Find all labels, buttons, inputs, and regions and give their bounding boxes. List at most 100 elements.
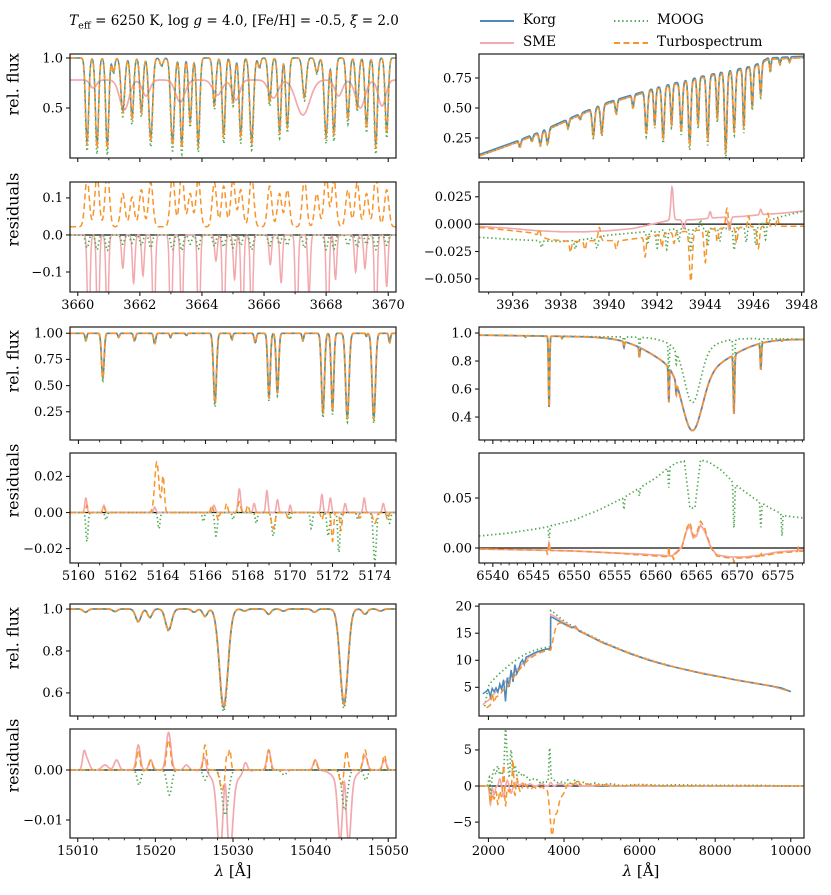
svg-text:6555: 6555: [598, 569, 631, 584]
panel-residuals-3936-3948: 3936 3938 3940 3942 3944 3946 3948 0.025 0.000 −0…: [424, 176, 818, 320]
svg-text:3660: 3660: [61, 298, 94, 313]
svg-text:3666: 3666: [248, 298, 281, 313]
legend-item-sme: SME: [480, 32, 556, 52]
svg-text:6545: 6545: [517, 569, 550, 584]
legend-label-moog: MOOG: [657, 12, 704, 28]
svg-text:5168: 5168: [231, 569, 264, 584]
legend-label-turbospectrum: Turbospectrum: [657, 34, 763, 50]
svg-text:0.00: 0.00: [34, 763, 63, 778]
svg-text:5164: 5164: [147, 569, 180, 584]
svg-text:3940: 3940: [592, 298, 625, 313]
svg-text:0.25: 0.25: [443, 131, 472, 146]
svg-text:6540: 6540: [476, 569, 509, 584]
moog-line-swatch: [614, 11, 648, 30]
svg-text:−0.050: −0.050: [424, 272, 472, 287]
legend-item-moog: MOOG: [614, 10, 704, 30]
svg-text:0.75: 0.75: [34, 353, 63, 368]
svg-text:8000: 8000: [699, 844, 732, 859]
svg-text:0.00: 0.00: [34, 506, 63, 521]
svg-text:10000: 10000: [770, 844, 811, 859]
panel-sed-2000-10000: 5 10 15 20: [429, 598, 810, 744]
legend-label-sme: SME: [523, 34, 556, 50]
svg-text:3936: 3936: [496, 298, 529, 313]
svg-text:15050: 15050: [368, 844, 409, 859]
panel-relflux-5160-5175: 0.25 0.50 0.75 1.00: [20, 321, 402, 468]
svg-text:3944: 3944: [689, 298, 722, 313]
svg-text:0.6: 0.6: [42, 686, 63, 701]
title-seg3: = 2.0: [357, 13, 399, 29]
ylabel-relflux-row1: rel. flux: [3, 53, 23, 116]
svg-text:0.4: 0.4: [451, 410, 472, 425]
panel-residuals-5160-5175: 5160 5162 5164 5166 5168 5170 5172 5174 −0.02 0.0…: [20, 447, 402, 591]
legend-label-korg: Korg: [523, 12, 556, 28]
svg-text:6570: 6570: [721, 569, 754, 584]
svg-text:5: 5: [464, 743, 472, 758]
xlabel-left-column: λ [Å]: [133, 862, 333, 880]
svg-text:0.0: 0.0: [42, 228, 63, 243]
svg-text:3948: 3948: [785, 298, 818, 313]
figure-title: Teff = 6250 K, log g = 4.0, [Fe/H] = -0.…: [38, 13, 430, 32]
ylabel-residuals-row2: residuals: [3, 443, 23, 518]
legend-item-korg: Korg: [480, 10, 556, 30]
svg-text:0.75: 0.75: [443, 71, 472, 86]
svg-text:1.00: 1.00: [34, 327, 63, 342]
svg-text:0.02: 0.02: [34, 470, 63, 485]
svg-text:3946: 3946: [737, 298, 770, 313]
title-seg1: = 6250 K, log: [90, 13, 194, 29]
svg-text:−0.02: −0.02: [23, 542, 63, 557]
svg-text:0.5: 0.5: [42, 101, 63, 116]
korg-line-swatch: [480, 11, 514, 30]
panel-residuals-15010-15050: 15010 15020 15030 15040 15050 0.00 −0.01: [20, 723, 409, 866]
ylabel-residuals-row1: residuals: [3, 172, 23, 247]
svg-text:5162: 5162: [104, 569, 137, 584]
svg-text:0.1: 0.1: [42, 191, 63, 206]
ylabel-residuals-row3: residuals: [3, 718, 23, 793]
svg-text:6565: 6565: [680, 569, 713, 584]
ylabel-relflux-row3: rel. flux: [3, 607, 23, 670]
svg-text:0: 0: [464, 779, 472, 794]
svg-text:15030: 15030: [212, 844, 253, 859]
svg-text:0.8: 0.8: [451, 354, 472, 369]
svg-text:15010: 15010: [57, 844, 98, 859]
svg-text:1.0: 1.0: [42, 51, 63, 66]
svg-text:5160: 5160: [62, 569, 95, 584]
panel-residuals-sed: 2000 4000 6000 8000 10000 −5 0 5: [429, 723, 811, 866]
svg-text:6550: 6550: [558, 569, 591, 584]
svg-text:0.05: 0.05: [443, 491, 472, 506]
svg-text:3938: 3938: [544, 298, 577, 313]
svg-text:0.25: 0.25: [34, 405, 63, 420]
svg-text:0.000: 0.000: [435, 217, 472, 232]
svg-text:6560: 6560: [639, 569, 672, 584]
svg-text:−5: −5: [453, 815, 472, 830]
panel-relflux-15010-15050: 0.6 0.8 1.0: [20, 598, 402, 744]
sme-line-swatch: [480, 33, 514, 52]
svg-text:15: 15: [455, 627, 472, 642]
xlabel-unit: [Å]: [224, 862, 252, 880]
svg-text:−0.025: −0.025: [424, 245, 472, 260]
svg-text:5174: 5174: [358, 569, 391, 584]
svg-text:3664: 3664: [185, 298, 218, 313]
svg-text:1.0: 1.0: [451, 326, 472, 341]
svg-text:−0.01: −0.01: [23, 813, 63, 828]
title-g: g: [193, 13, 203, 29]
svg-text:3668: 3668: [310, 298, 343, 313]
svg-text:0.8: 0.8: [42, 644, 63, 659]
svg-text:1.0: 1.0: [42, 602, 63, 617]
panel-relflux-halpha: 0.4 0.6 0.8 1.0: [429, 321, 810, 468]
xlabel-right-column: λ [Å]: [541, 862, 741, 880]
panel-relflux-3660-3670: 0.5 1.0: [20, 48, 402, 186]
svg-text:3662: 3662: [123, 298, 156, 313]
xlabel-lambda: λ: [214, 862, 225, 880]
svg-text:0.00: 0.00: [443, 541, 472, 556]
svg-text:6000: 6000: [623, 844, 656, 859]
svg-text:5172: 5172: [316, 569, 349, 584]
turbospectrum-line-swatch: [614, 33, 648, 52]
svg-text:6575: 6575: [761, 569, 794, 584]
svg-text:0.6: 0.6: [451, 382, 472, 397]
svg-text:3942: 3942: [641, 298, 674, 313]
title-seg2: = 4.0, [Fe/H] = -0.5,: [202, 13, 351, 29]
svg-text:15020: 15020: [135, 844, 176, 859]
title-xi: ξ: [350, 13, 358, 29]
svg-text:2000: 2000: [472, 844, 505, 859]
